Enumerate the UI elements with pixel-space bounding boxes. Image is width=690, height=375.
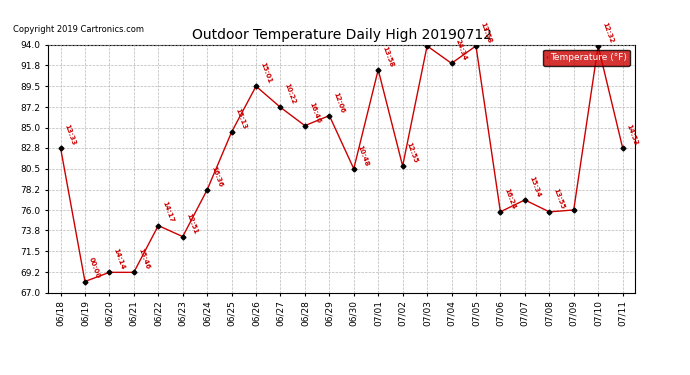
Text: 12:32: 12:32 <box>601 21 614 44</box>
Text: 14:53: 14:53 <box>626 123 639 146</box>
Text: 16:36: 16:36 <box>210 165 224 188</box>
Text: 15:34: 15:34 <box>528 175 541 198</box>
Text: 15:13: 15:13 <box>235 107 248 130</box>
Text: 14:14: 14:14 <box>112 247 126 270</box>
Text: 13:58: 13:58 <box>381 45 395 68</box>
Text: 16:24: 16:24 <box>503 187 517 210</box>
Text: 13:55: 13:55 <box>552 187 565 210</box>
Text: Copyright 2019 Cartronics.com: Copyright 2019 Cartronics.com <box>13 25 144 34</box>
Text: 10:48: 10:48 <box>357 144 370 167</box>
Text: 15:01: 15:01 <box>259 62 272 84</box>
Text: 15:46: 15:46 <box>137 248 150 270</box>
Text: 16:46: 16:46 <box>308 101 321 124</box>
Text: 12:55: 12:55 <box>406 141 419 164</box>
Text: 14:17: 14:17 <box>161 201 175 224</box>
Text: 12:51: 12:51 <box>186 212 199 235</box>
Text: 13:33: 13:33 <box>63 123 77 146</box>
Text: 12:06: 12:06 <box>333 91 346 114</box>
Text: 24:34: 24:34 <box>455 38 468 62</box>
Text: 00:00: 00:00 <box>88 257 101 280</box>
Text: 13:58: 13:58 <box>479 21 492 44</box>
Title: Outdoor Temperature Daily High 20190712: Outdoor Temperature Daily High 20190712 <box>192 28 491 42</box>
Text: 10:22: 10:22 <box>284 83 297 105</box>
Legend: Temperature (°F): Temperature (°F) <box>544 50 630 66</box>
